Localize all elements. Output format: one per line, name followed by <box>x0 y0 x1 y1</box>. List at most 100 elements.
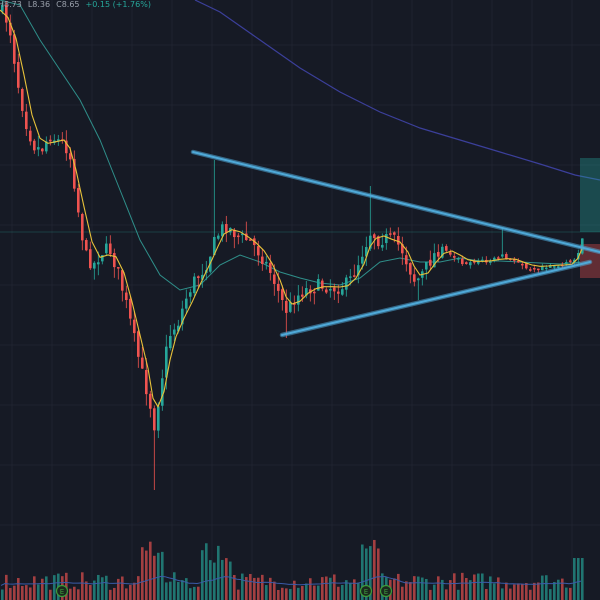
candle-up <box>329 289 332 291</box>
volume-bar <box>409 582 412 600</box>
candle-up <box>193 276 196 294</box>
candle-down <box>89 249 92 269</box>
volume-bar <box>505 582 508 600</box>
volume-bar <box>297 587 300 600</box>
candle-down <box>393 232 396 235</box>
candle-up <box>265 261 268 264</box>
candle-down <box>321 280 324 289</box>
volume-bar <box>65 572 68 600</box>
candle-down <box>301 294 304 297</box>
volume-bar <box>137 576 140 600</box>
candle-down <box>437 251 440 257</box>
volume-bar <box>161 551 164 600</box>
volume-bar <box>265 585 268 600</box>
volume-bar <box>189 588 192 600</box>
volume-bar <box>413 576 416 600</box>
volume-bar <box>229 561 232 600</box>
candle-down <box>21 89 24 111</box>
volume-bar <box>125 588 128 600</box>
volume-bar <box>561 578 564 600</box>
candle-down <box>109 243 112 255</box>
volume-bar <box>353 579 356 600</box>
candle-down <box>453 255 456 258</box>
volume-bar <box>121 576 124 600</box>
volume-bar <box>1 589 4 600</box>
volume-bar <box>253 577 256 600</box>
volume-bar <box>513 584 516 600</box>
candle-down <box>117 267 120 269</box>
candle-down <box>397 236 400 245</box>
volume-bar <box>13 585 16 600</box>
volume-bar <box>177 581 180 600</box>
volume-bar <box>273 581 276 600</box>
candle-down <box>465 262 468 264</box>
earnings-marker-label: E <box>60 588 64 596</box>
candle-down <box>373 234 376 239</box>
volume-bar <box>377 548 380 600</box>
ohlc-close: C8.65 <box>56 0 80 9</box>
volume-bar <box>245 577 248 600</box>
candle-down <box>449 252 452 255</box>
volume-bar <box>321 577 324 600</box>
volume-bar <box>421 577 424 600</box>
volume-bar <box>365 548 368 600</box>
candle-up <box>157 406 160 431</box>
volume-bar <box>541 575 544 600</box>
candle-up <box>425 261 428 270</box>
volume-bar <box>281 587 284 600</box>
volume-bar <box>425 578 428 600</box>
earnings-marker[interactable]: E <box>359 584 373 598</box>
volume-bar <box>317 585 320 600</box>
candle-down <box>141 357 144 369</box>
candle-down <box>313 291 316 294</box>
volume-bar <box>349 582 352 600</box>
volume-bar <box>241 573 244 600</box>
candle-down <box>25 111 28 130</box>
volume-bar <box>373 539 376 600</box>
candle-down <box>125 292 128 301</box>
candle-up <box>97 262 100 265</box>
candle-down <box>281 289 284 301</box>
candle-down <box>533 268 536 270</box>
candle-down <box>237 235 240 238</box>
volume-bar <box>101 577 104 600</box>
candle-down <box>9 22 12 36</box>
ohlc-low: L8.36 <box>27 0 51 9</box>
candle-up <box>493 257 496 260</box>
candle-up <box>213 236 216 256</box>
earnings-marker[interactable]: E <box>379 584 393 598</box>
candle-down <box>401 244 404 254</box>
volume-bar <box>25 585 28 600</box>
volume-bar <box>533 582 536 600</box>
volume-bar <box>5 574 8 600</box>
candle-down <box>121 270 124 291</box>
volume-bar <box>429 589 432 600</box>
candle-down <box>77 188 80 213</box>
volume-bar <box>285 588 288 600</box>
candle-down <box>413 274 416 282</box>
candle-up <box>305 288 308 296</box>
candle-up <box>177 325 180 332</box>
candle-down <box>529 269 532 271</box>
volume-bar <box>73 586 76 600</box>
volume-bar <box>21 586 24 600</box>
volume-bar <box>261 574 264 600</box>
candle-up <box>565 262 568 265</box>
volume-bar <box>433 584 436 600</box>
candle-up <box>433 253 436 268</box>
candle-down <box>225 224 228 233</box>
volume-bar <box>185 578 188 600</box>
candle-up <box>37 147 40 150</box>
volume-bar <box>93 580 96 600</box>
candle-down <box>273 274 276 284</box>
candle-up <box>457 258 460 260</box>
earnings-marker[interactable]: E <box>55 584 69 598</box>
volume-bar <box>109 589 112 600</box>
volume-bar <box>405 581 408 600</box>
triangle-trendlines[interactable] <box>190 149 600 338</box>
volume-bar <box>417 576 420 600</box>
